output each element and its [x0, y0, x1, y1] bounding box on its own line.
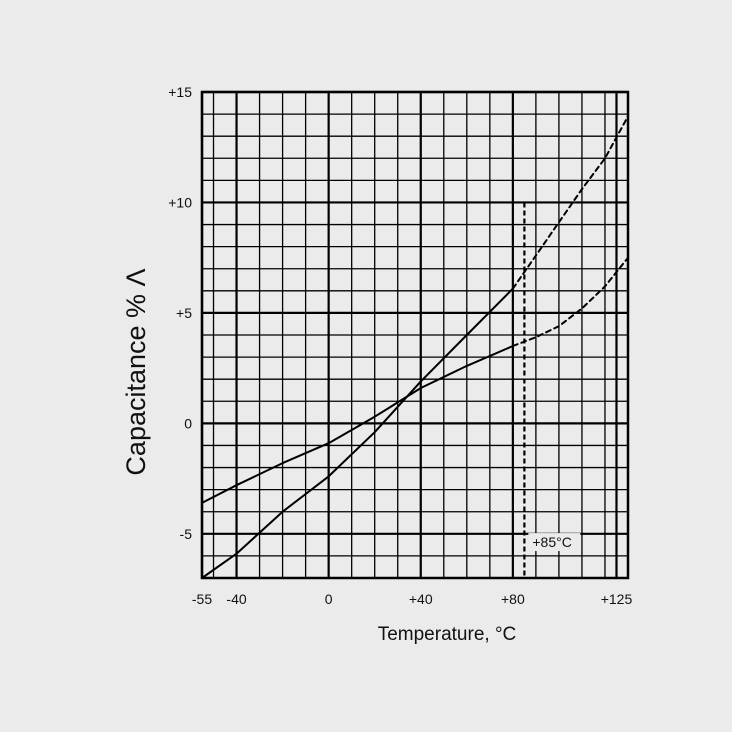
series-line-4 — [511, 256, 629, 347]
x-tick-label: -40 — [226, 591, 246, 607]
tick-labels: -55 -40 0 +40 +80 +125 +15 +10 +5 0 -5 — [168, 84, 632, 607]
x-tick-label: 0 — [325, 591, 333, 607]
x-tick-label: -55 — [192, 591, 212, 607]
series-line-2 — [511, 115, 629, 290]
y-tick-label: 0 — [184, 415, 192, 431]
y-axis-label: Capacitance % Λ — [121, 268, 151, 475]
series-group — [201, 115, 629, 579]
y-tick-label: +10 — [168, 194, 192, 210]
y-tick-label: +15 — [168, 84, 192, 100]
plot-frame — [200, 90, 630, 580]
x-tick-label: +80 — [501, 591, 525, 607]
grid — [200, 90, 628, 578]
y-tick-label: +5 — [176, 305, 192, 321]
annotations: +85°C — [523, 202, 581, 578]
x-tick-label: +40 — [409, 591, 433, 607]
annotation-label: +85°C — [532, 534, 571, 550]
x-axis-label: Temperature, °C — [378, 624, 517, 645]
series-line-1 — [201, 287, 514, 579]
y-tick-label: -5 — [180, 526, 193, 542]
annotation-label-bg — [528, 533, 581, 552]
series-line-3 — [201, 345, 514, 504]
x-tick-label: +125 — [601, 591, 633, 607]
